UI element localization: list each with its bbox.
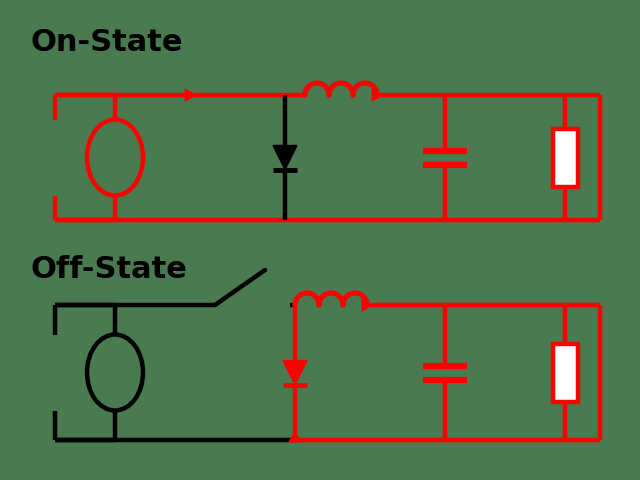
Polygon shape [362,299,372,311]
Polygon shape [283,360,307,384]
Ellipse shape [87,120,143,195]
Polygon shape [372,89,382,101]
Polygon shape [273,145,297,169]
Text: On-State: On-State [30,28,182,57]
Polygon shape [289,432,301,442]
Ellipse shape [87,335,143,410]
Bar [552,129,577,187]
Text: Off-State: Off-State [30,255,187,284]
Polygon shape [185,89,195,101]
Bar [552,344,577,401]
